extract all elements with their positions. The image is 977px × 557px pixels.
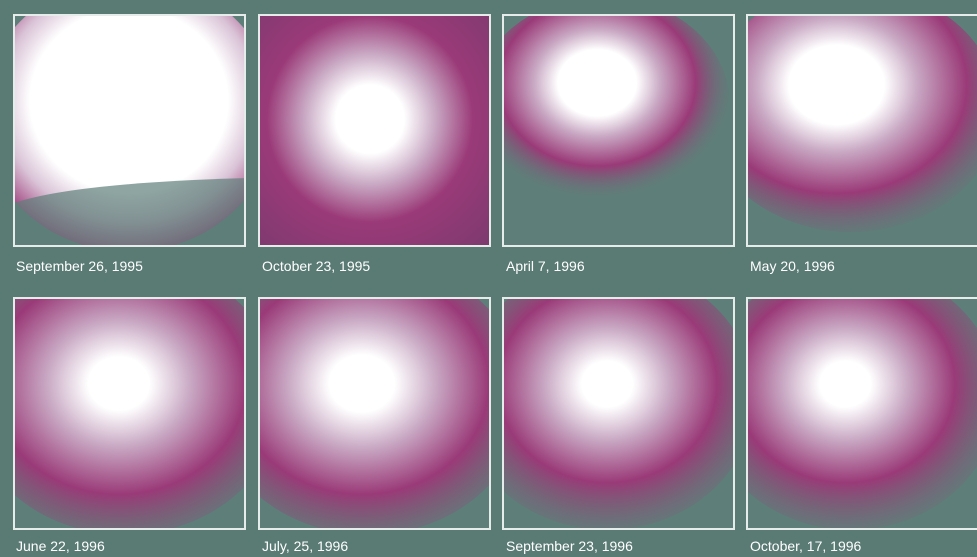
comet-image-sep-26-1995 bbox=[13, 14, 246, 247]
comet-image-jul-25-1996 bbox=[258, 297, 491, 530]
caption-1: September 26, 1995 bbox=[16, 258, 143, 274]
comet-image-jun-22-1996 bbox=[13, 297, 246, 530]
comet-image-sep-23-1996 bbox=[502, 297, 735, 530]
comet-image-apr-7-1996 bbox=[502, 14, 735, 247]
caption-8: October, 17, 1996 bbox=[750, 538, 862, 554]
caption-2: October 23, 1995 bbox=[262, 258, 371, 274]
caption-4: May 20, 1996 bbox=[750, 258, 835, 274]
comet-image-oct-23-1995 bbox=[258, 14, 491, 247]
comet-image-oct-17-1996 bbox=[746, 297, 977, 530]
caption-7: September 23, 1996 bbox=[506, 538, 633, 554]
caption-5: June 22, 1996 bbox=[16, 538, 105, 554]
caption-3: April 7, 1996 bbox=[506, 258, 585, 274]
caption-6: July, 25, 1996 bbox=[262, 538, 349, 554]
comet-image-may-20-1996 bbox=[746, 14, 977, 247]
